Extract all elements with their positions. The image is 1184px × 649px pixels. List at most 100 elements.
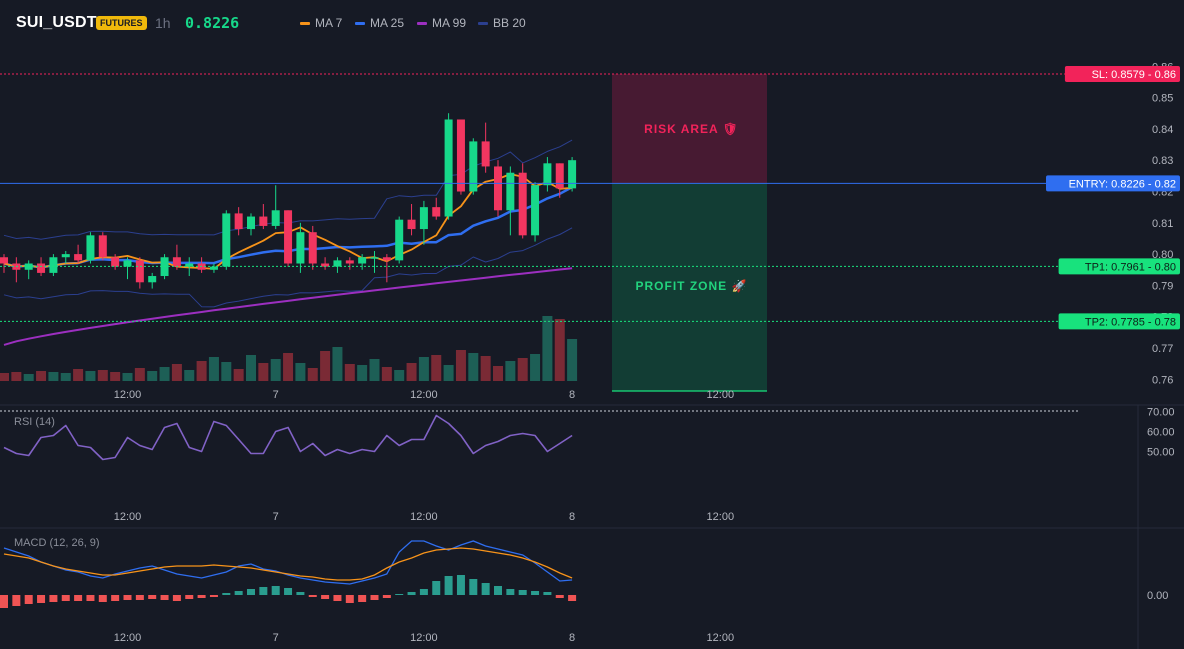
tp1-tag-label: TP1: 0.7961 - 0.80	[1085, 261, 1176, 273]
macd-line	[3, 540, 573, 585]
volume-bar	[320, 351, 331, 381]
rsi-title: RSI (14)	[14, 416, 55, 428]
volume-bar	[369, 359, 380, 381]
rsi-tick-label: 60.00	[1147, 427, 1175, 439]
candle-up[interactable]	[61, 254, 70, 258]
macd-histogram-bar	[111, 595, 120, 601]
candle-up[interactable]	[123, 260, 132, 267]
candle-up[interactable]	[568, 160, 577, 189]
macd-histogram-bar	[531, 591, 540, 595]
sl-tag-label: SL: 0.8579 - 0.86	[1092, 69, 1176, 81]
entry-tag[interactable]: ENTRY: 0.8226 - 0.82	[1046, 175, 1180, 192]
candle-down[interactable]	[345, 260, 354, 264]
candle-up[interactable]	[222, 213, 231, 267]
macd-histogram-bar	[49, 595, 58, 602]
volume-bar	[208, 357, 219, 381]
candle-down[interactable]	[308, 232, 317, 264]
candle-down[interactable]	[234, 213, 243, 230]
macd-histogram-bar	[209, 595, 218, 597]
volume-bar	[431, 355, 442, 381]
candle-up[interactable]	[86, 235, 95, 261]
time-tick-label: 7	[273, 632, 279, 644]
candle-up[interactable]	[358, 257, 367, 264]
entry-tag-bg	[1046, 175, 1180, 192]
tp1-tag[interactable]: TP1: 0.7961 - 0.80	[1058, 258, 1180, 275]
candle-down[interactable]	[494, 166, 502, 211]
volume-bar	[110, 372, 121, 381]
volume-bar	[184, 370, 195, 381]
candle-down[interactable]	[481, 141, 490, 167]
candle-down[interactable]	[555, 163, 564, 189]
candle-up[interactable]	[370, 257, 379, 259]
candle-up[interactable]	[444, 119, 453, 217]
candle-down[interactable]	[74, 254, 83, 261]
macd-histogram-bar	[494, 586, 502, 595]
time-tick-label: 12:00	[410, 511, 438, 523]
rsi-line	[3, 414, 573, 461]
time-tick-label: 12:00	[114, 632, 142, 644]
candle-down[interactable]	[37, 263, 46, 273]
last-price: 0.8226	[185, 14, 240, 32]
candle-down[interactable]	[0, 257, 8, 264]
candle-up[interactable]	[506, 172, 515, 211]
candle-up[interactable]	[271, 210, 280, 226]
candle-up[interactable]	[469, 141, 478, 192]
candle-down[interactable]	[284, 210, 293, 264]
macd-histogram-bar	[358, 595, 367, 602]
tp2-tag[interactable]: TP2: 0.7785 - 0.78	[1058, 313, 1180, 330]
candle-up[interactable]	[531, 185, 540, 236]
time-tick-label: 12:00	[114, 511, 142, 523]
time-tick-label: 7	[273, 511, 279, 523]
candle-up[interactable]	[419, 207, 428, 230]
candle-down[interactable]	[259, 216, 268, 226]
timeframe-label[interactable]: 1h	[155, 15, 171, 31]
macd-histogram-bar	[543, 592, 552, 595]
candle-up[interactable]	[209, 266, 218, 270]
macd-histogram-bar	[74, 595, 83, 601]
volume-bar	[270, 359, 281, 381]
macd-histogram-bar	[172, 595, 181, 601]
price-tick-label: 0.81	[1152, 218, 1173, 230]
macd-histogram-bar	[61, 595, 70, 601]
candle-down[interactable]	[111, 257, 120, 267]
legend-ma7[interactable]: MA 7	[300, 16, 342, 30]
candle-down[interactable]	[456, 119, 465, 192]
bb-lower-line	[3, 227, 573, 308]
candle-up[interactable]	[148, 276, 157, 283]
signal-line	[3, 547, 573, 581]
candle-up[interactable]	[49, 257, 58, 273]
macd-histogram-bar	[160, 595, 169, 600]
candle-up[interactable]	[296, 232, 305, 264]
candle-up[interactable]	[395, 219, 404, 261]
candle-up[interactable]	[543, 163, 552, 186]
tp2-tag-label: TP2: 0.7785 - 0.78	[1085, 316, 1176, 328]
candle-down[interactable]	[321, 263, 330, 267]
macd-histogram-bar	[185, 595, 194, 599]
candle-down[interactable]	[382, 257, 391, 261]
sl-tag[interactable]: SL: 0.8579 - 0.86	[1064, 66, 1180, 82]
candle-down[interactable]	[135, 260, 144, 283]
candle-down[interactable]	[172, 257, 181, 267]
macd-histogram-bar	[345, 595, 354, 603]
volume-bar	[97, 370, 108, 381]
candle-down[interactable]	[98, 235, 107, 258]
candle-up[interactable]	[185, 263, 194, 267]
candle-down[interactable]	[432, 207, 441, 217]
price-tick-label: 0.80	[1152, 249, 1173, 261]
macd-histogram-bar	[12, 595, 21, 606]
legend-swatch	[300, 22, 310, 26]
candle-down[interactable]	[518, 172, 527, 236]
legend-ma99[interactable]: MA 99	[417, 16, 466, 30]
legend-bb20[interactable]: BB 20	[478, 16, 526, 30]
time-tick-label: 12:00	[114, 389, 142, 401]
time-tick-label: 12:00	[410, 389, 438, 401]
candle-down[interactable]	[407, 219, 416, 230]
volume-bar	[85, 371, 96, 381]
candle-up[interactable]	[247, 216, 255, 230]
profit-zone	[612, 183, 767, 391]
candle-up[interactable]	[333, 260, 342, 267]
volume-bar	[493, 366, 503, 381]
symbol-title[interactable]: SUI_USDT	[16, 14, 97, 31]
legend-ma25[interactable]: MA 25	[355, 16, 404, 30]
